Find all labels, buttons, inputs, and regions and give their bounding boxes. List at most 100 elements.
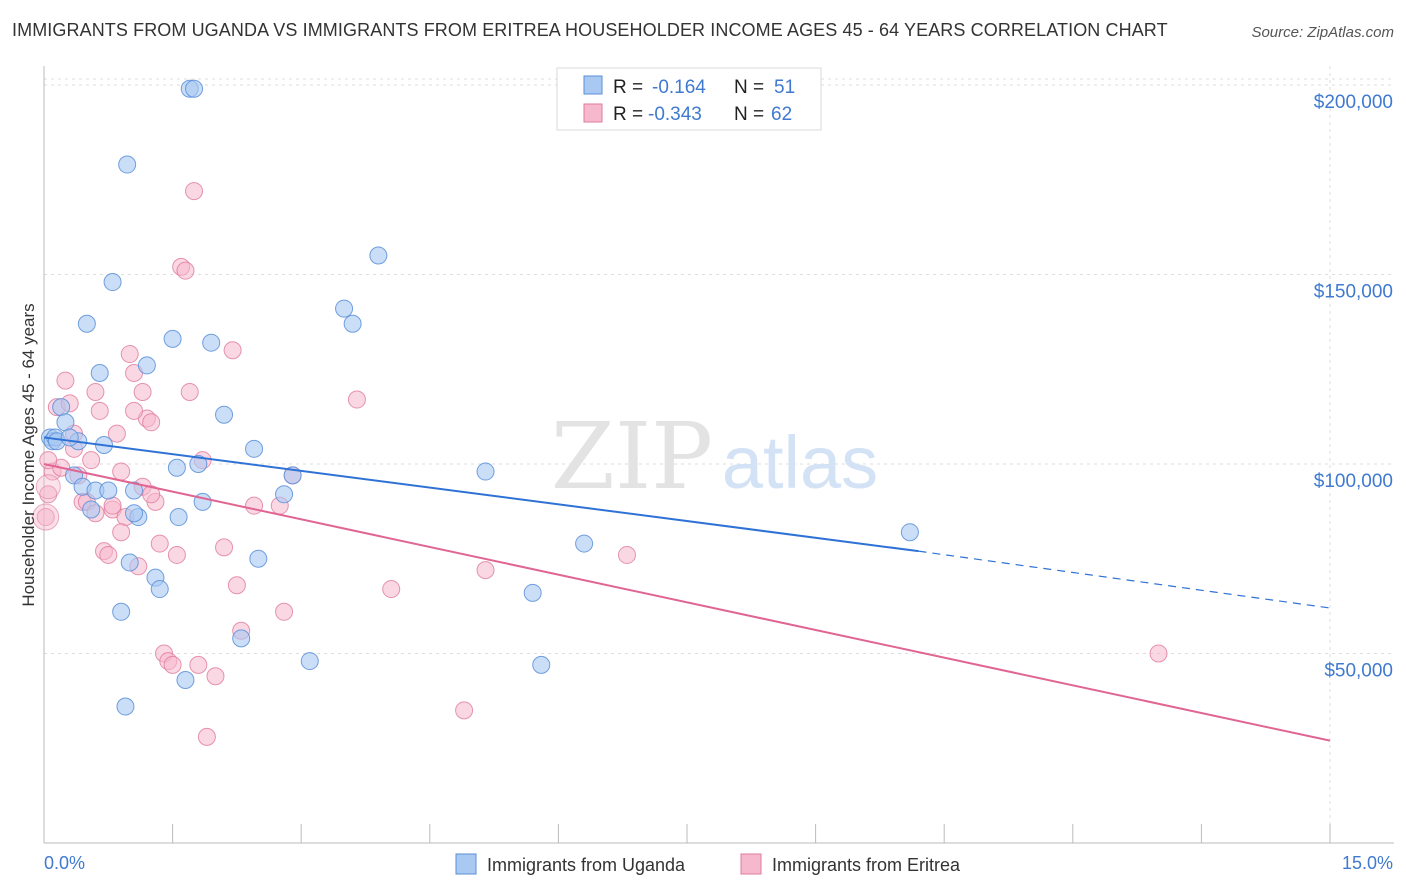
uganda-point <box>523 583 542 602</box>
stats-legend-eritrea-swatch <box>583 103 603 123</box>
eritrea-point <box>120 345 139 364</box>
uganda-trend-extension <box>918 550 1331 609</box>
uganda-point <box>169 508 188 527</box>
uganda-point <box>125 481 144 500</box>
eritrea-point <box>163 655 182 674</box>
eritrea-point <box>39 485 58 504</box>
stats-legend: R = -0.164 N = 51 R = -0.343 N = 62 <box>556 67 822 131</box>
uganda-point <box>575 534 594 553</box>
stats-legend-uganda-r-label: R = <box>613 77 648 98</box>
uganda-point <box>215 405 234 424</box>
x-tick-label-max: 15.0% <box>1342 853 1393 873</box>
y-tick-label: $150,000 <box>1314 281 1393 302</box>
chart-title: IMMIGRANTS FROM UGANDA VS IMMIGRANTS FRO… <box>12 20 1168 40</box>
axes <box>43 66 1394 844</box>
eritrea-point <box>206 667 225 686</box>
eritrea-point <box>32 503 60 531</box>
uganda-point <box>335 299 354 318</box>
eritrea-point <box>82 451 101 470</box>
uganda-trend-line <box>43 436 919 553</box>
uganda-point <box>202 333 221 352</box>
uganda-point <box>300 652 319 671</box>
y-tick-label: $200,000 <box>1314 92 1393 113</box>
uganda-point <box>120 553 139 572</box>
uganda-point <box>369 246 388 265</box>
uganda-point <box>189 454 208 473</box>
eritrea-point <box>99 545 118 564</box>
eritrea-point <box>347 390 366 409</box>
eritrea-point <box>245 496 264 515</box>
y-tick-label: $100,000 <box>1314 471 1393 492</box>
stats-legend-uganda-n-label: N = <box>734 77 769 98</box>
uganda-point <box>137 356 156 375</box>
y-axis-label: Householder Income Ages 45 - 64 years <box>19 303 38 606</box>
eritrea-point <box>35 474 61 500</box>
uganda-point <box>116 697 135 716</box>
eritrea-point <box>90 401 109 420</box>
eritrea-point <box>133 382 152 401</box>
eritrea-point <box>275 602 294 621</box>
eritrea-point <box>86 382 105 401</box>
y-tick-labels: $50,000 $100,000 $150,000 $200,000 <box>1314 92 1393 682</box>
eritrea-point <box>223 341 242 360</box>
eritrea-point <box>455 701 474 720</box>
eritrea-point <box>103 496 122 515</box>
series-legend-eritrea-swatch <box>740 853 762 875</box>
eritrea-point <box>142 485 161 504</box>
x-tick-label-min: 0.0% <box>44 853 85 873</box>
uganda-point <box>60 428 79 447</box>
stats-legend-eritrea-r-value: -0.343 <box>648 104 702 125</box>
eritrea-point <box>227 576 246 595</box>
source-label: Source: ZipAtlas.com <box>1251 24 1394 41</box>
stats-legend-uganda-swatch <box>583 75 603 95</box>
trend-lines <box>43 436 1331 742</box>
uganda-point <box>900 523 919 542</box>
grid-lines <box>44 66 1394 843</box>
series-legend-uganda-swatch <box>455 853 477 875</box>
uganda-point <box>150 580 169 599</box>
eritrea-point <box>189 655 208 674</box>
uganda-point <box>275 485 294 504</box>
uganda-point <box>99 481 118 500</box>
stats-legend-uganda-r-value: -0.164 <box>652 77 706 98</box>
uganda-point <box>52 398 71 417</box>
uganda-point <box>112 602 131 621</box>
uganda-point <box>249 549 268 568</box>
uganda-point <box>163 329 182 348</box>
uganda-point <box>77 314 96 333</box>
eritrea-point <box>56 371 75 390</box>
eritrea-point <box>36 508 55 527</box>
uganda-point <box>232 629 251 648</box>
stats-legend-eritrea-n-label: N = <box>734 104 769 125</box>
series-legend: Immigrants from Uganda Immigrants from E… <box>455 853 961 875</box>
uganda-point <box>167 458 186 477</box>
stats-legend-uganda-n-value: 51 <box>774 77 795 98</box>
series-eritrea-points <box>32 182 1168 746</box>
uganda-point <box>245 439 264 458</box>
watermark-atlas: atlas <box>722 421 878 504</box>
eritrea-point <box>107 424 126 443</box>
eritrea-point <box>382 580 401 599</box>
uganda-point <box>176 671 195 690</box>
eritrea-point <box>215 538 234 557</box>
eritrea-point <box>617 545 636 564</box>
watermark-zip: ZIP <box>551 403 713 510</box>
x-tick-labels: 0.0% 15.0% <box>44 853 1393 873</box>
uganda-point <box>56 413 75 432</box>
uganda-point <box>532 655 551 674</box>
eritrea-point <box>185 182 204 201</box>
eritrea-point <box>197 727 216 746</box>
eritrea-point <box>476 561 495 580</box>
series-uganda-points <box>41 79 919 716</box>
uganda-point <box>90 364 109 383</box>
eritrea-trend-line <box>43 462 1331 742</box>
series-legend-uganda-label: Immigrants from Uganda <box>487 855 686 875</box>
stats-legend-eritrea-n-value: 62 <box>771 104 792 125</box>
eritrea-point <box>180 382 199 401</box>
watermark: ZIP atlas <box>551 403 878 510</box>
uganda-point <box>185 79 204 98</box>
uganda-point <box>82 500 101 519</box>
series-legend-eritrea-label: Immigrants from Eritrea <box>772 855 961 875</box>
uganda-point <box>125 504 144 523</box>
